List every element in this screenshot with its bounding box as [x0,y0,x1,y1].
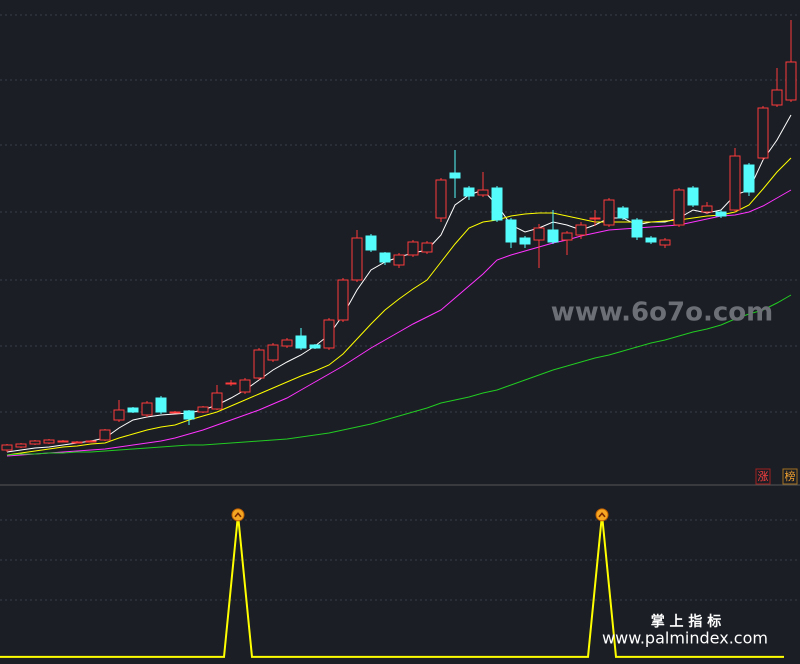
watermark: www.6o7o.com [551,298,773,328]
candle-body [337,279,349,321]
candle-body [575,224,587,236]
candle-body [393,254,405,266]
candle-body [449,172,461,179]
grid [0,14,800,601]
candle-body [15,443,27,448]
candle-body [673,189,685,226]
signal-line [0,514,784,658]
signal-chevron [234,512,242,518]
candle-body [771,89,783,106]
signal-marker [595,508,609,522]
candle-body [519,237,531,245]
candle-body [589,217,601,220]
candle-body [155,397,167,413]
candle-body [421,242,433,253]
candle-body [169,411,181,414]
moving-average [6,157,792,456]
candle-body [183,410,195,420]
candle-body [71,441,83,444]
badge: 榜 [785,469,796,483]
badge: 涨 [758,470,769,483]
moving-average [6,294,792,456]
candle-body [295,335,307,349]
candle-body [631,219,643,238]
candle-body [617,207,629,219]
candle-body [603,199,615,226]
candle-body [1,444,13,451]
candle-body [323,319,335,349]
candle-body [309,344,321,349]
candle-body [701,205,713,213]
candle-body [561,232,573,241]
candle-body [113,409,125,421]
candle-body [743,164,755,193]
badge-box [755,468,771,485]
candle-body [505,219,517,243]
candle-body [687,187,699,206]
moving-average [6,189,792,457]
candle-body [211,392,223,410]
candle-body [407,241,419,256]
candle-body [267,344,279,361]
candle-body [491,187,503,221]
candle-body [43,439,55,444]
candle-body [463,187,475,197]
candle-body [85,440,97,443]
candle-body [785,61,797,101]
signal-chevron [598,512,606,518]
candle-body [435,179,447,219]
brand-url: www.palmindex.com [602,629,768,648]
candle-body [239,379,251,393]
candle-body [645,237,657,243]
signal-marker [231,508,245,522]
candle-body [253,349,265,379]
candle-body [127,407,139,413]
candle-body [477,189,489,196]
candle-body [225,382,237,385]
candle-body [197,406,209,413]
candle-body [533,227,545,241]
candle-body [659,239,671,246]
candle-body [715,211,727,217]
candle-body [351,237,363,281]
candle-body [281,339,293,347]
candle-body [729,155,741,211]
candle-body [365,235,377,251]
brand-title: 掌 上 指 标 [651,613,722,630]
candle-body [99,429,111,441]
candle-body [29,440,41,445]
candle-body [141,402,153,416]
candle-body [379,252,391,263]
candle-body [57,440,69,443]
candle-body [757,107,769,159]
badge-box [782,468,798,485]
candle-body [547,229,559,243]
